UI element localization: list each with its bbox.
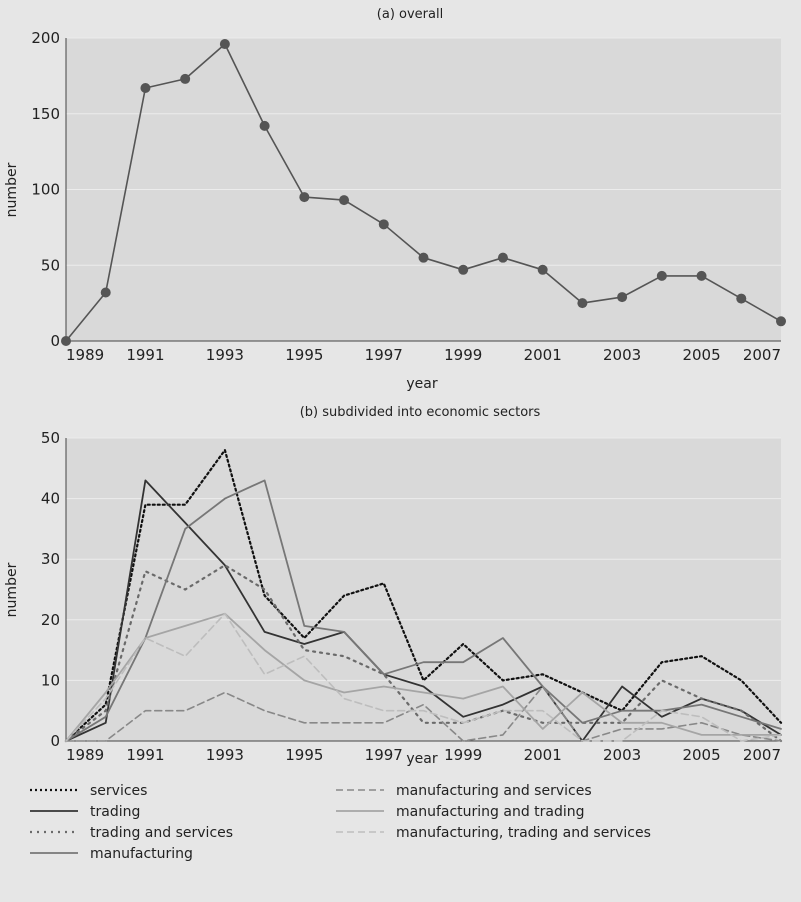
x-tick-label: 2003: [603, 346, 641, 364]
legend-label: manufacturing: [90, 846, 193, 862]
data-point: [339, 195, 350, 206]
x-tick-label: 2005: [682, 346, 720, 364]
data-point: [617, 292, 628, 303]
x-tick-label: 1995: [285, 746, 323, 764]
data-point: [219, 39, 230, 50]
data-point: [299, 192, 310, 203]
y-tick-label: 0: [50, 332, 60, 350]
legend: services trading trading and services manuf…: [30, 783, 651, 862]
x-tick-label: 2005: [682, 746, 720, 764]
data-point: [259, 120, 270, 131]
data-point: [140, 82, 151, 93]
y-tick-label: 200: [31, 29, 60, 47]
x-tick-label: 2001: [524, 346, 562, 364]
data-point: [100, 287, 111, 298]
y-tick-label: 0: [50, 732, 60, 750]
series-line-sectors-1: [65, 479, 782, 742]
x-tick-label: 1993: [206, 346, 244, 364]
x-tick-label: 1993: [206, 746, 244, 764]
data-point: [776, 316, 786, 327]
data-point: [656, 270, 667, 281]
y-tick-label: 50: [41, 429, 60, 447]
plot-area-sectors: [66, 438, 781, 741]
series-line-sectors-0: [64, 449, 783, 743]
data-point: [497, 252, 508, 263]
x-tick-label: 2001: [524, 746, 562, 764]
chart-title-overall: (a) overall: [377, 7, 443, 22]
data-point: [537, 264, 548, 275]
x-tick-label: 2007: [743, 346, 781, 364]
x-tick-label: 1991: [126, 346, 164, 364]
x-tick-label: 2007: [743, 746, 781, 764]
x-tick-label: 1999: [444, 346, 482, 364]
y-tick-label: 40: [41, 490, 60, 508]
legend-label: manufacturing and services: [396, 783, 592, 799]
y-axis-label-sectors: number: [4, 562, 20, 617]
data-point: [418, 252, 429, 263]
data-point: [61, 336, 71, 346]
data-point: [577, 298, 588, 309]
x-tick-label: 1989: [66, 346, 104, 364]
series-line-sectors-2: [64, 564, 783, 743]
data-point: [736, 293, 747, 304]
x-axis-label-overall: year: [406, 376, 437, 392]
x-tick-label: 1991: [126, 746, 164, 764]
legend-label: manufacturing, trading and services: [396, 825, 651, 841]
series-line-sectors-5: [65, 612, 782, 742]
y-tick-label: 30: [41, 550, 60, 568]
legend-label: services: [90, 783, 147, 799]
panel-sectors: (b) subdivided into economic sectors yea…: [4, 405, 783, 767]
y-tick-label: 10: [41, 671, 60, 689]
series-line-sectors-4: [65, 685, 782, 742]
x-tick-label: 1995: [285, 346, 323, 364]
x-tick-label: 1989: [66, 746, 104, 764]
panel-overall: (a) overall year number 0 50 100 150 200 1989…: [4, 7, 786, 392]
legend-label: trading: [90, 804, 140, 820]
data-point: [696, 270, 707, 281]
data-point: [458, 264, 469, 275]
x-tick-label: 1999: [444, 746, 482, 764]
y-tick-label: 50: [41, 256, 60, 274]
x-tick-label: 2003: [603, 746, 641, 764]
legend-label: manufacturing and trading: [396, 804, 585, 820]
y-tick-label: 150: [31, 105, 60, 123]
y-tick-label: 20: [41, 611, 60, 629]
x-tick-label: 1997: [365, 746, 403, 764]
series-line-sectors-6: [65, 612, 782, 742]
chart-title-sectors: (b) subdivided into economic sectors: [300, 405, 541, 420]
data-point: [378, 219, 389, 230]
y-axis-label-overall: number: [4, 162, 20, 217]
x-tick-label: 1997: [365, 346, 403, 364]
legend-label: trading and services: [90, 825, 233, 841]
x-axis-label-sectors: year: [406, 751, 437, 767]
data-point: [180, 73, 191, 84]
y-tick-label: 100: [31, 181, 60, 199]
